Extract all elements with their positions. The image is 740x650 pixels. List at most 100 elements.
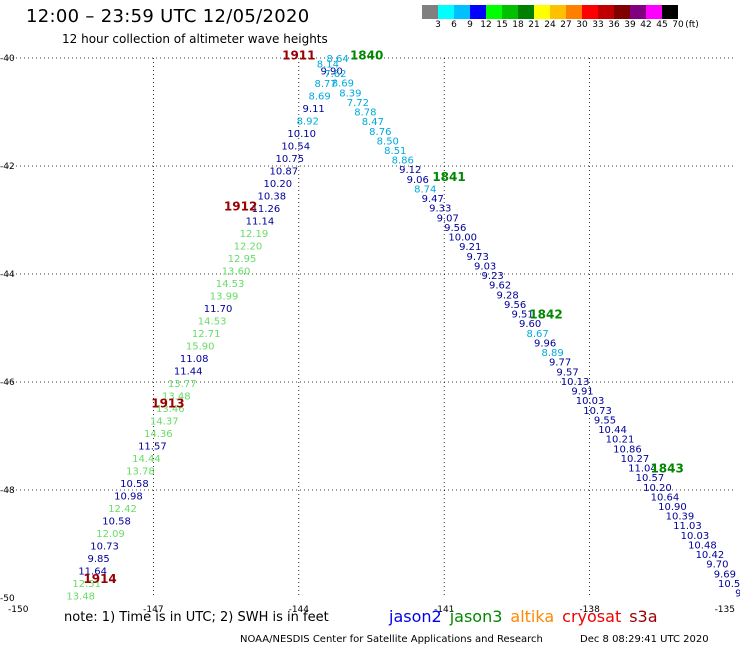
wave-height-value: 9.33	[429, 204, 451, 215]
wave-height-value: 13.99	[210, 291, 239, 302]
footer-timestamp: Dec 8 08:29:41 UTC 2020	[580, 634, 709, 645]
axis-tick-labels: -40 -42 -44 -46 -48 -50-150 -147 -144 -141 -138 -1…	[0, 54, 735, 615]
wave-height-value: 9.51	[511, 310, 533, 321]
wave-height-value: 14.44	[132, 454, 161, 465]
wave-height-value: 10.03	[681, 531, 710, 542]
legend-label: 42	[640, 20, 652, 30]
wave-height-value: 9.12	[399, 165, 421, 176]
legend-label: 3	[435, 20, 441, 30]
satellite-altika: altika	[510, 607, 555, 626]
satellite-cryosat: cryosat	[562, 607, 622, 626]
legend-label: 21	[528, 20, 540, 30]
lon-tick-label: -147	[143, 605, 163, 615]
wave-height-value: 10.57	[636, 473, 665, 484]
legend-label: 6	[451, 20, 457, 30]
wave-height-value: 8.89	[541, 348, 563, 359]
legend-swatch	[630, 5, 646, 19]
wave-height-value: 11.57	[138, 441, 167, 452]
lon-tick-label: -150	[8, 605, 29, 615]
wave-height-value: 12.71	[192, 329, 221, 340]
time-label: 1914	[83, 572, 116, 586]
wave-height-value: 9.21	[459, 242, 481, 253]
wave-height-value: 7.62	[324, 69, 346, 80]
wave-height-value: 8.92	[297, 116, 319, 127]
time-label: 1911	[282, 48, 315, 62]
lat-tick-label: -48	[0, 486, 15, 496]
wave-height-value: 8.67	[526, 329, 548, 340]
wave-height-value: 9.69	[714, 569, 736, 580]
wave-height-value: 10.38	[258, 191, 287, 202]
time-label: 1842	[529, 308, 562, 322]
legend-swatches	[422, 5, 678, 19]
legend-swatch	[614, 5, 630, 19]
time-label: 1840	[350, 48, 383, 62]
lon-tick-label: -138	[579, 605, 600, 615]
legend-label: 30	[576, 20, 588, 30]
wave-height-value: 10.64	[651, 492, 680, 503]
wave-height-value: 10.48	[688, 540, 717, 551]
wave-height-value: 8.78	[354, 108, 376, 119]
wave-height-value: 10.50	[718, 579, 740, 590]
wave-height-value: 13.48	[162, 391, 191, 402]
color-legend: 3 6 9 12 15 18 21 24 27 30 33 36 39 42 45 70 (ft)	[422, 5, 699, 31]
legend-swatch	[502, 5, 518, 19]
lat-tick-label: -40	[0, 54, 15, 64]
legend-label: 33	[592, 20, 604, 30]
legend-swatch	[518, 5, 534, 19]
wave-height-value: 10.86	[613, 444, 642, 455]
wave-height-value: 12.20	[234, 241, 263, 252]
wave-height-value: 11.64	[78, 566, 107, 577]
wave-height-value: 9.85	[87, 554, 109, 565]
wave-height-value: 8.14	[317, 59, 339, 70]
legend-label: 27	[560, 20, 572, 30]
time-label: 1841	[432, 170, 465, 184]
legend-swatch	[582, 5, 598, 19]
wave-height-value: 9.96	[534, 338, 556, 349]
wave-height-value: 10.75	[275, 154, 304, 165]
wave-height-value: 12.95	[228, 254, 257, 265]
satellite-jason2: jason2	[389, 607, 442, 626]
wave-height-value: 13.60	[222, 266, 251, 277]
wave-height-value: 11.08	[180, 354, 209, 365]
legend-label: 45	[656, 20, 668, 30]
wave-height-value: 10.27	[621, 454, 650, 465]
wave-height-value: 10.13	[561, 377, 590, 388]
legend-swatch	[486, 5, 502, 19]
time-labels: 1911 1840 1912 1841 1913 1842 1914 1843	[83, 48, 683, 586]
lat-tick-label: -50	[0, 594, 15, 604]
legend-swatch	[550, 5, 566, 19]
wave-height-value: 13.78	[126, 466, 155, 477]
wave-height-value: 9.03	[474, 261, 496, 272]
wave-height-value: 10.98	[114, 491, 143, 502]
map-subtitle: 12 hour collection of altimeter wave hei…	[62, 32, 328, 46]
wave-height-value: 13.46	[156, 404, 185, 415]
wave-height-value: 9.57	[556, 367, 578, 378]
legend-swatch	[454, 5, 470, 19]
legend-swatch	[422, 5, 438, 19]
wave-height-value: 10.73	[583, 406, 612, 417]
wave-height-value: 14.36	[144, 429, 173, 440]
legend-swatch	[566, 5, 582, 19]
legend-swatch	[662, 5, 678, 19]
wave-height-value: 10.20	[643, 483, 672, 494]
wave-height-value: 10.00	[448, 233, 477, 244]
wave-height-value: 14.53	[198, 316, 227, 327]
wave-height-value: 9.23	[482, 271, 504, 282]
legend-label: 18	[512, 20, 524, 30]
legend-label: 15	[496, 20, 508, 30]
wave-height-value: 11.03	[673, 521, 702, 532]
footer-credit: NOAA/NESDIS Center for Satellite Applica…	[240, 634, 543, 645]
wave-height-value: 8.47	[362, 117, 384, 128]
wave-height-value: 10.20	[264, 179, 293, 190]
legend-label: 39	[624, 20, 636, 30]
legend-swatch	[646, 5, 662, 19]
wave-height-value: 10.58	[102, 516, 131, 527]
wave-height-value: 10.39	[666, 512, 695, 523]
wave-height-value: 9.60	[519, 319, 541, 330]
wave-height-value: 8.50	[377, 136, 399, 147]
wave-height-value: 9.77	[549, 358, 571, 369]
legend-label: 9	[467, 20, 473, 30]
legend-unit: (ft)	[685, 20, 699, 30]
wave-height-value: 8.77	[314, 79, 336, 90]
legend-labels: 3 6 9 12 15 18 21 24 27 30 33 36 39 42 45 70 (ft)	[422, 19, 699, 31]
